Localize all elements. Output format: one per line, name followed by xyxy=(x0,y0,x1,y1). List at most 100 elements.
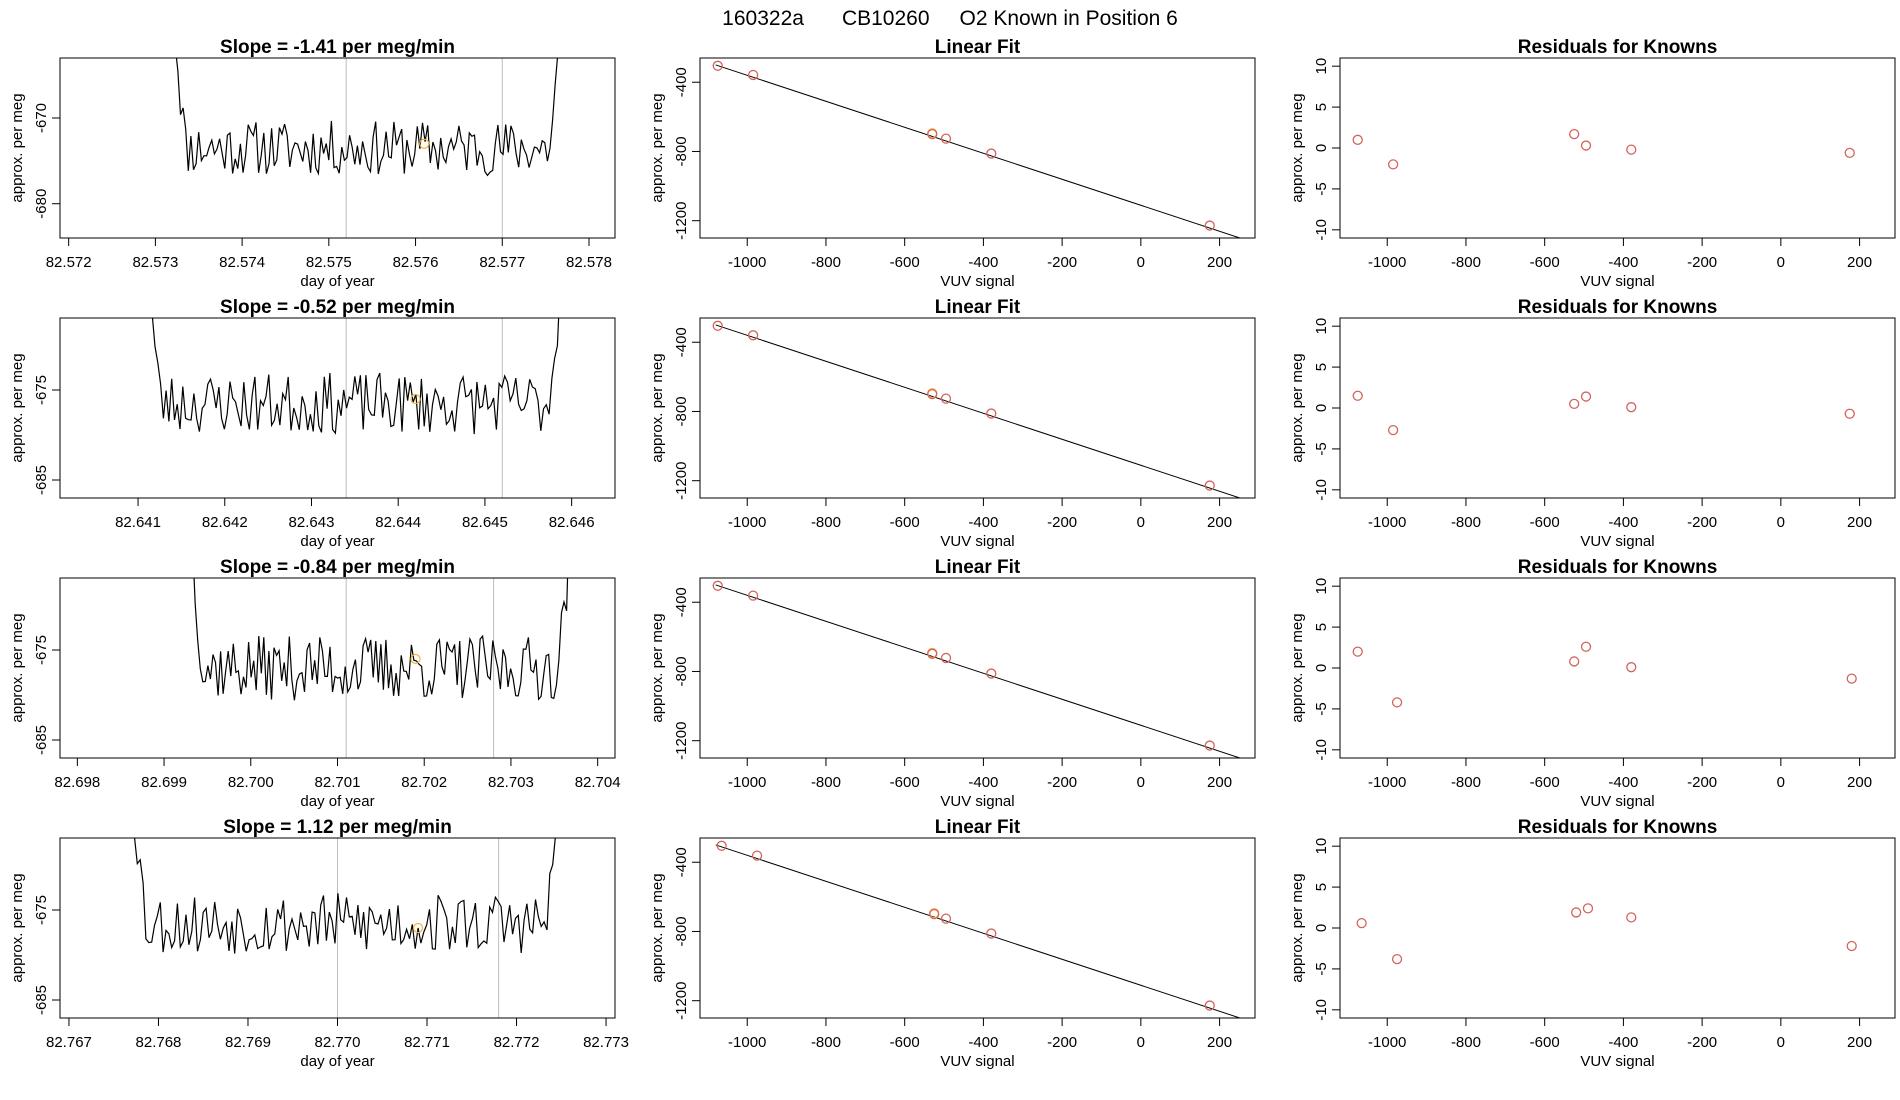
y-tick-label: -5 xyxy=(1313,442,1330,455)
panel-title: Residuals for Knowns xyxy=(1518,557,1718,578)
y-tick-label: 0 xyxy=(1313,144,1330,152)
x-tick-label: 82.578 xyxy=(566,254,612,271)
known-data-point xyxy=(1626,144,1637,155)
panel-title: Slope = 1.12 per meg/min xyxy=(223,817,452,838)
x-tick-label: -800 xyxy=(811,514,841,531)
known-data-point xyxy=(1352,134,1363,145)
y-tick-label: -1200 xyxy=(673,202,690,240)
x-tick-label: 82.577 xyxy=(479,254,525,271)
known-data-point xyxy=(1204,480,1215,491)
x-tick-label: -1000 xyxy=(1368,514,1406,531)
plot-area xyxy=(1352,128,1855,170)
plot-frame xyxy=(699,577,1256,759)
y-tick-label: -5 xyxy=(1313,962,1330,975)
residuals-panel-row-3: Residuals for Knowns-1000 -800 -600 -400 -20… xyxy=(1289,557,1896,810)
x-tick-label: -800 xyxy=(811,774,841,791)
x-tick-label: 82.767 xyxy=(46,1034,92,1051)
y-tick-label: 5 xyxy=(1313,623,1330,631)
x-tick-label: -800 xyxy=(1451,1034,1481,1051)
x-tick-label: 82.770 xyxy=(315,1034,361,1051)
x-tick-label: 82.702 xyxy=(401,774,447,791)
x-tick-label: -800 xyxy=(1451,774,1481,791)
x-tick-label: -1000 xyxy=(1368,254,1406,271)
x-tick-label: 82.698 xyxy=(54,774,100,791)
known-data-point xyxy=(1356,917,1367,929)
y-tick-label: 5 xyxy=(1313,103,1330,111)
y-tick-label: -675 xyxy=(33,635,50,665)
known-data-point xyxy=(751,850,763,861)
y-tick-label: -800 xyxy=(673,136,690,166)
plot-area xyxy=(175,58,559,238)
x-tick-label: -800 xyxy=(811,1034,841,1051)
y-tick-label: -670 xyxy=(33,103,50,133)
residuals-panel-row-4: Residuals for Knowns-1000 -800 -600 -400 -20… xyxy=(1289,817,1896,1070)
y-tick-label: -685 xyxy=(33,465,50,495)
y-tick-label: 0 xyxy=(1313,664,1330,672)
x-axis-label: VUV signal xyxy=(1580,793,1654,810)
plot-frame xyxy=(699,57,1256,239)
y-tick-label: -1200 xyxy=(673,462,690,500)
x-tick-label: -200 xyxy=(1687,514,1717,531)
x-tick-label: -600 xyxy=(890,1034,920,1051)
x-tick-label: -200 xyxy=(1047,514,1077,531)
x-tick-label: -600 xyxy=(890,254,920,271)
x-tick-label: 82.643 xyxy=(289,514,335,531)
signal-trace-line xyxy=(133,838,556,954)
x-axis-label: day of year xyxy=(300,533,374,550)
y-tick-label: -800 xyxy=(673,916,690,946)
known-data-point xyxy=(1204,1000,1215,1011)
x-tick-label: -600 xyxy=(890,774,920,791)
y-axis-label: approx. per meg xyxy=(1289,613,1306,722)
x-tick-label: -800 xyxy=(1451,254,1481,271)
panel-title: Linear Fit xyxy=(935,817,1021,838)
plot-frame xyxy=(1339,317,1896,499)
panel-title: Linear Fit xyxy=(935,297,1021,318)
known-data-point xyxy=(1582,903,1594,914)
plot-area xyxy=(712,60,1242,238)
x-tick-label: 0 xyxy=(1137,514,1145,531)
x-tick-label: -400 xyxy=(1608,514,1638,531)
x-tick-label: -400 xyxy=(968,1034,998,1051)
x-tick-label: -800 xyxy=(811,254,841,271)
y-axis-label: approx. per meg xyxy=(649,353,666,462)
known-data-point xyxy=(1387,424,1399,436)
y-tick-label: -1200 xyxy=(673,722,690,760)
known-data-point xyxy=(1626,402,1637,413)
known-data-point xyxy=(1352,646,1363,657)
plot-area xyxy=(133,838,556,1018)
y-tick-label: -685 xyxy=(33,985,50,1015)
x-tick-label: 200 xyxy=(1207,514,1232,531)
y-tick-label: -400 xyxy=(673,847,690,877)
known-data-point xyxy=(1580,641,1592,652)
known-data-point xyxy=(1846,673,1857,684)
known-data-point xyxy=(1391,697,1403,708)
x-tick-label: 200 xyxy=(1847,514,1872,531)
y-tick-label: -800 xyxy=(673,396,690,426)
figure-title: 160322a CB10260 O2 Known in Position 6 xyxy=(722,7,1178,30)
x-tick-label: 82.768 xyxy=(136,1034,182,1051)
known-data-point xyxy=(712,320,723,331)
known-data-point xyxy=(929,909,940,920)
plot-area xyxy=(712,320,1242,498)
plot-area xyxy=(1356,903,1857,965)
y-tick-label: -400 xyxy=(673,67,690,97)
known-data-point xyxy=(940,133,952,144)
x-tick-label: -800 xyxy=(1451,514,1481,531)
plot-frame xyxy=(59,317,616,499)
plot-frame xyxy=(59,577,616,759)
plot-frame xyxy=(1339,577,1896,759)
y-tick-label: -400 xyxy=(673,587,690,617)
x-tick-label: 0 xyxy=(1777,1034,1785,1051)
cylinder-id: CB10260 xyxy=(842,7,930,30)
x-tick-label: -600 xyxy=(1530,1034,1560,1051)
panel-title: Slope = -0.52 per meg/min xyxy=(220,297,455,318)
known-data-point xyxy=(986,148,997,159)
known-data-point xyxy=(940,393,952,404)
panel-title: Slope = -1.41 per meg/min xyxy=(220,37,455,58)
time-series-panel-row-3: Slope = -0.84 per meg/min 82.698 82.699 82.… xyxy=(9,557,621,810)
plot-frame xyxy=(1339,837,1896,1019)
x-tick-label: 200 xyxy=(1207,1034,1232,1051)
x-tick-label: 82.773 xyxy=(583,1034,629,1051)
plot-area xyxy=(712,580,1242,758)
y-tick-label: -675 xyxy=(33,895,50,925)
